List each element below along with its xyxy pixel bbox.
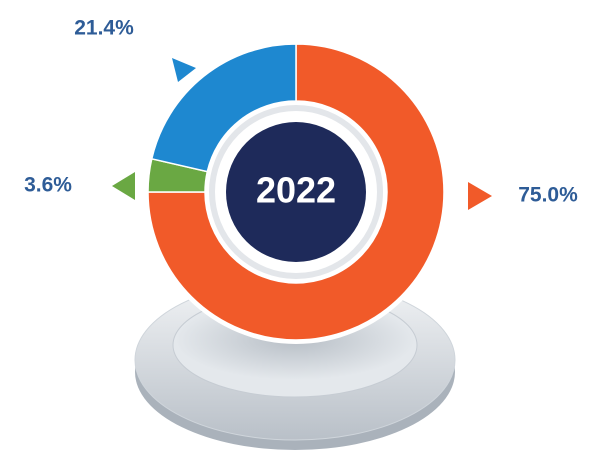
value-label: 21.4% xyxy=(74,17,134,40)
pointer xyxy=(468,182,492,210)
chart: 2022 75.0% 3.6% 21.4% xyxy=(0,0,589,462)
pointer xyxy=(112,172,135,200)
value-label: 3.6% xyxy=(24,174,72,197)
page: 2022 75.0%3.6%21.4% (() => { const data … xyxy=(0,0,589,462)
pointer xyxy=(172,58,196,82)
center-label: 2022 xyxy=(256,170,336,211)
value-label: 75.0% xyxy=(518,184,578,207)
